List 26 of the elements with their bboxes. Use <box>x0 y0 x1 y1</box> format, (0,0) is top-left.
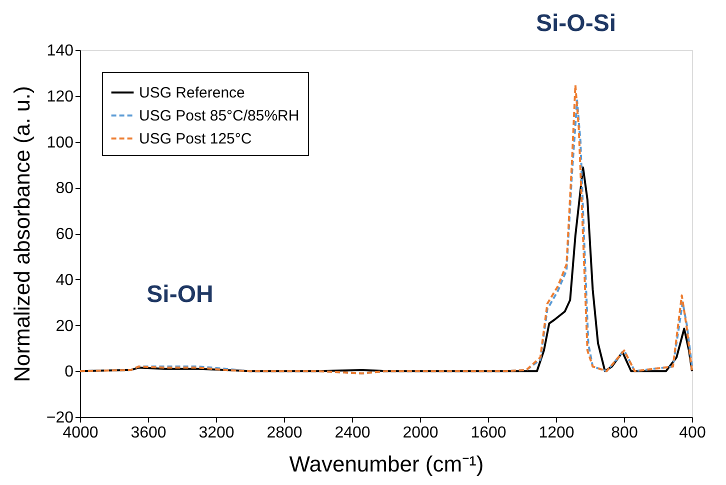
x-tick-label: 2000 <box>402 424 438 442</box>
y-tick-label: 80 <box>56 180 74 198</box>
x-tick-label: 1600 <box>470 424 506 442</box>
y-tick-label: 40 <box>56 272 74 289</box>
x-axis-title: Wavenumber (cm⁻¹) <box>289 452 484 476</box>
legend-label: USG Post 125°C <box>139 130 252 148</box>
x-tick-label: 3600 <box>130 424 166 442</box>
x-tick-label: 2400 <box>334 424 370 442</box>
x-tick-label: 1200 <box>538 424 574 442</box>
x-tick-label: 400 <box>679 424 706 442</box>
y-tick-label: 120 <box>46 88 74 106</box>
legend-label: USG Post 85°C/85%RH <box>139 108 300 124</box>
y-tick-label: 20 <box>56 318 74 335</box>
x-tick-label: 2800 <box>266 424 302 442</box>
y-tick-label: 140 <box>46 42 74 60</box>
y-tick-label: 0 <box>64 364 74 381</box>
legend-label: USG Reference <box>139 84 245 102</box>
x-tick-label: 4000 <box>62 424 98 442</box>
annotation: Si-OH <box>146 281 214 308</box>
y-tick-label: 60 <box>56 226 74 243</box>
x-tick-label: 3200 <box>198 424 234 442</box>
y-axis-title: Normalized absorbance (a. u.) <box>9 86 34 382</box>
y-tick-label: 100 <box>46 134 74 152</box>
y-tick-label: −20 <box>46 410 74 426</box>
text: Si-O-Si <box>536 10 616 37</box>
x-tick-label: 800 <box>611 424 638 442</box>
